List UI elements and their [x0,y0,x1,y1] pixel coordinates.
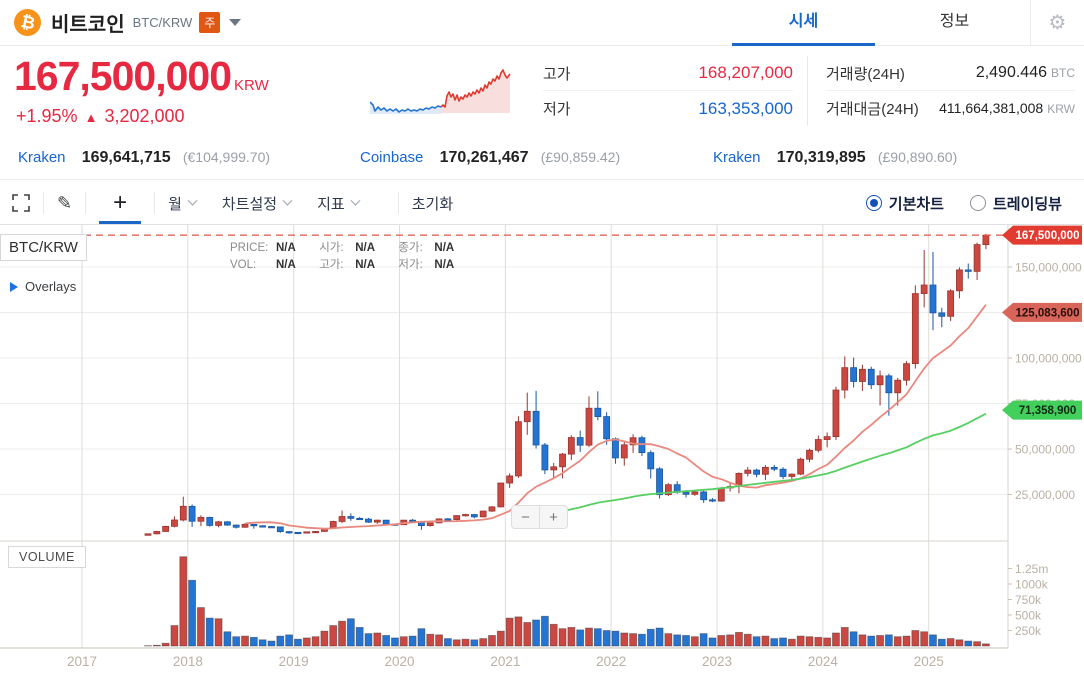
svg-text:750k: 750k [1015,593,1042,607]
fullscreen-icon [12,194,30,212]
header-tabs: 시세 정보 [728,0,1030,46]
mini-sparkline-chart [370,69,511,114]
indicators-dropdown[interactable]: 지표 [317,193,361,214]
price-change: +1.95% ▲ 3,202,000 [16,106,185,126]
bitcoin-logo-icon: ₿ [14,9,41,36]
play-triangle-icon [10,281,18,292]
draw-pencil-button[interactable]: ✎ [57,192,73,213]
stats-grid: 고가 168,207,000 저가 163,353,000 거래량(24H) 2… [543,56,1075,126]
tab-info[interactable]: 정보 [939,12,970,30]
chart-settings-dropdown[interactable]: 차트설정 [222,193,293,214]
exchange-quote: Coinbase 170,261,467 (£90,859.42) [360,149,621,166]
svg-text:2024: 2024 [808,654,839,669]
svg-text:167,500,000: 167,500,000 [1016,230,1080,242]
current-price: 167,500,000 KRW [14,53,269,99]
add-compare-button[interactable]: + [99,182,142,224]
exchange-quote: Kraken 169,641,715 (€104,999.70) [18,149,271,166]
svg-text:2025: 2025 [914,654,944,669]
header: ₿ 비트코인 BTC/KRW 주 시세 정보 ⚙ [0,0,1084,46]
chart-type-switch: 기본차트 트레이딩뷰 [865,193,1062,214]
svg-text:2018: 2018 [173,654,203,669]
exchange-quote: Kraken 170,319,895 (£90,890.60) [713,149,958,166]
zoom-control: − + [511,505,568,529]
overlays-toggle[interactable]: Overlays [10,279,76,294]
svg-text:2021: 2021 [490,654,520,669]
svg-text:2020: 2020 [384,654,414,669]
period-badge: 주 [199,12,221,33]
exchange-link[interactable]: Kraken [18,149,66,166]
svg-text:71,358,900: 71,358,900 [1019,405,1077,417]
svg-text:1.25m: 1.25m [1015,562,1048,576]
chart-area: 2016201720182019202020212022202320242025… [0,225,1084,675]
svg-text:2017: 2017 [67,654,97,669]
svg-text:25,000,000: 25,000,000 [1015,488,1075,502]
volume-pane-label: VOLUME [8,546,86,568]
stat-high: 고가 168,207,000 [543,56,793,91]
settings-gear-icon[interactable]: ⚙ [1030,0,1084,46]
radio-unselected-icon [969,195,986,211]
zoom-out-button[interactable]: − [512,506,540,528]
chevron-down-icon [350,195,361,206]
svg-text:2022: 2022 [596,654,626,669]
exchange-link[interactable]: Coinbase [360,149,424,166]
stat-volume: 거래량(24H) 2,490.446 BTC [826,56,1075,91]
exchange-link[interactable]: Kraken [713,149,761,166]
radio-tradingview[interactable]: 트레이딩뷰 [969,193,1062,214]
svg-text:125,083,600: 125,083,600 [1016,307,1080,319]
fullscreen-button[interactable] [12,182,30,224]
svg-text:100,000,000: 100,000,000 [1015,352,1082,366]
radio-selected-icon [865,195,882,211]
svg-text:1000k: 1000k [1015,578,1049,592]
ohlc-info-row: PRICE: N/A 시가: N/A 종가: N/A [230,242,455,254]
chart-symbol-label: BTC/KRW [0,234,87,261]
svg-text:2019: 2019 [279,654,309,669]
ohlc-info-row: VOL: N/A 고가: N/A 저가: N/A [230,259,455,271]
reset-button[interactable]: 초기화 [411,195,454,213]
svg-text:2023: 2023 [702,654,732,669]
radio-basic-chart[interactable]: 기본차트 [865,193,944,214]
stat-value: 거래대금(24H) 411,664,381,008 KRW [826,99,1075,119]
stat-low: 저가 163,353,000 [543,98,793,119]
up-arrow-icon: ▲ [84,110,98,125]
coin-title: 비트코인 [51,14,125,36]
period-dropdown[interactable]: 월 [168,193,198,214]
svg-text:500k: 500k [1015,609,1042,623]
pair-label: BTC/KRW [132,15,193,30]
chevron-down-icon [187,195,198,206]
svg-text:50,000,000: 50,000,000 [1015,443,1075,457]
exchange-prices-row: Kraken 169,641,715 (€104,999.70) Coinbas… [0,140,1084,180]
chart-toolbar: ✎ + 월 차트설정 지표 초기화 기본차트 트레이딩뷰 [0,182,1084,225]
candlestick-chart-canvas[interactable]: 2016201720182019202020212022202320242025… [0,225,1084,675]
price-summary-section: 167,500,000 KRW +1.95% ▲ 3,202,000 고가 168… [0,46,1084,182]
zoom-in-button[interactable]: + [549,508,558,526]
svg-text:250k: 250k [1015,624,1042,638]
tab-price[interactable]: 시세 [728,0,879,46]
svg-text:150,000,000: 150,000,000 [1015,261,1082,275]
currency-label: KRW [234,77,269,94]
coin-dropdown-caret-icon[interactable] [229,19,242,26]
chevron-down-icon [282,195,293,206]
